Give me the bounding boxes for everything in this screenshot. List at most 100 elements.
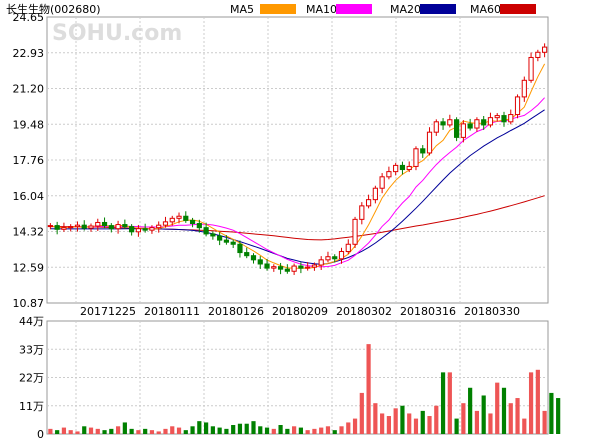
candle-body	[88, 225, 94, 229]
candle-body	[386, 171, 392, 178]
date-tick-label: 20171225	[80, 305, 136, 318]
candle-body	[338, 251, 345, 260]
volume-bar	[420, 410, 425, 434]
legend-swatch	[260, 4, 296, 14]
candle-body	[467, 123, 473, 129]
volume-bar	[312, 428, 317, 434]
candle-body	[108, 225, 114, 230]
candle-body	[413, 148, 419, 167]
date-tick-label: 20180302	[336, 305, 392, 318]
candle-body	[54, 225, 60, 230]
volume-bar	[109, 428, 114, 434]
candle-body	[508, 114, 514, 123]
candle-body	[237, 243, 243, 254]
volume-bar	[102, 430, 107, 434]
ma60-line	[50, 195, 545, 241]
candle-body	[196, 223, 202, 229]
legend-swatch	[336, 4, 372, 14]
volume-bar	[319, 427, 324, 434]
chart-axes: 24.65 22.93 21.20 19.48 17.76 16.04 14.32 12.59…	[13, 11, 521, 441]
price-tick-label: 12.59	[13, 261, 45, 274]
candle-body	[189, 219, 196, 225]
volume-bar	[115, 426, 121, 434]
candle-body	[426, 131, 433, 154]
legend-label: MA20	[390, 3, 421, 16]
candle-body	[250, 255, 257, 261]
volume-tick-label: 22万	[19, 372, 44, 385]
volume-bar	[190, 426, 195, 434]
candle-body	[420, 148, 426, 154]
volume-bar	[251, 421, 256, 434]
candle-body	[521, 79, 527, 98]
date-tick-label: 20180126	[208, 305, 264, 318]
volume-bar	[183, 430, 188, 434]
volume-tick-label: 44万	[19, 315, 44, 328]
volume-bar	[386, 416, 391, 434]
candle-body	[460, 123, 466, 138]
candle-body	[101, 221, 108, 227]
volume-bar	[427, 416, 432, 434]
candle-body	[61, 227, 67, 230]
volume-bar	[55, 430, 60, 434]
candle-body	[535, 51, 541, 58]
candle-body	[68, 226, 74, 229]
candle-body	[169, 217, 175, 223]
volume-bar	[434, 405, 439, 434]
volume-bar	[176, 427, 182, 434]
candle-body	[95, 221, 101, 227]
volume-bar	[393, 408, 398, 434]
legend-swatch	[500, 4, 536, 14]
volume-bar	[468, 387, 473, 434]
legend-label: MA5	[230, 3, 254, 16]
candle-body	[298, 265, 304, 269]
candle-body	[454, 119, 460, 138]
candle-body	[379, 176, 385, 189]
candle-body	[447, 119, 453, 126]
candle-body	[487, 117, 494, 126]
candle-body	[501, 115, 507, 123]
candle-body	[203, 227, 209, 235]
candle-body	[257, 259, 263, 265]
candle-body	[122, 224, 128, 228]
candle-body	[47, 225, 53, 228]
volume-bar	[481, 395, 486, 434]
date-tick-label: 20180316	[400, 305, 456, 318]
volume-bar	[556, 398, 561, 434]
candle-body	[291, 265, 297, 272]
volume-bar	[359, 392, 364, 434]
candle-body	[142, 228, 148, 231]
date-tick-label: 20180330	[464, 305, 520, 318]
candle-body	[406, 165, 412, 171]
candle-body	[481, 119, 487, 126]
ma-legend: MA5 MA10 MA20 MA60	[230, 3, 536, 16]
price-tick-label: 14.32	[13, 226, 45, 239]
volume-bar	[461, 403, 466, 434]
volume-bar	[82, 426, 87, 434]
candle-body	[305, 266, 311, 269]
volume-bar	[298, 427, 303, 434]
volume-bar	[549, 392, 554, 434]
volume-bar	[204, 422, 209, 434]
candle-body	[474, 119, 480, 129]
price-tick-label: 16.04	[13, 190, 45, 203]
date-tick-label: 20180209	[272, 305, 328, 318]
volume-bar	[75, 431, 80, 434]
volume-bar	[522, 418, 527, 434]
volume-bar	[156, 431, 161, 434]
candle-body	[372, 187, 378, 201]
candle-body	[494, 115, 500, 119]
volume-bar	[515, 398, 520, 434]
price-tick-label: 10.87	[13, 297, 45, 310]
volume-bar	[407, 413, 412, 434]
volume-bar	[325, 426, 331, 434]
legend-swatch	[420, 4, 456, 14]
volume-bar	[149, 430, 155, 434]
candle-body	[399, 164, 406, 171]
volume-bar	[61, 427, 67, 434]
candle-body	[149, 227, 155, 231]
volume-bar	[285, 428, 290, 434]
volume-bar	[528, 372, 534, 434]
candle-body	[345, 243, 351, 253]
candle-body	[183, 215, 189, 221]
volume-bar	[339, 426, 344, 434]
